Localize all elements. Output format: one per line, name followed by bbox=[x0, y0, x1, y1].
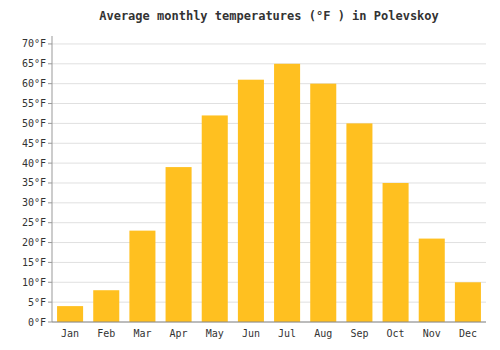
x-tick-label: Jun bbox=[242, 328, 260, 339]
y-axis: 0°F 5°F 10°F 15°F 20°F 25°F 30°F 35°F 40°F 45°F 50… bbox=[22, 36, 52, 328]
x-tick-label: Oct bbox=[387, 328, 405, 339]
grid-line bbox=[52, 202, 486, 203]
grid-line bbox=[52, 163, 486, 164]
y-tick-label: 30°F bbox=[22, 197, 46, 208]
x-axis-line bbox=[52, 322, 486, 323]
y-tick bbox=[48, 83, 52, 84]
y-axis-line bbox=[52, 36, 53, 322]
bar bbox=[383, 183, 409, 322]
x-axis: Jan Feb Mar Apr May Jun Jul Aug Sep Oct Nov Dec bbox=[52, 322, 486, 339]
y-tick-label: 20°F bbox=[22, 237, 46, 248]
y-tick bbox=[48, 202, 52, 203]
x-tick-label: Feb bbox=[97, 328, 115, 339]
x-tick-label: Apr bbox=[170, 328, 188, 339]
y-tick bbox=[48, 63, 52, 64]
grid-line bbox=[52, 43, 486, 44]
bar bbox=[274, 64, 300, 322]
y-tick-label: 35°F bbox=[22, 177, 46, 188]
bar bbox=[238, 80, 264, 322]
grid-line bbox=[52, 222, 486, 223]
y-tick bbox=[48, 322, 52, 323]
x-tick-label: Aug bbox=[314, 328, 332, 339]
grid-line bbox=[52, 63, 486, 64]
grid-line bbox=[52, 123, 486, 124]
bar bbox=[419, 239, 445, 322]
x-tick-label: Jul bbox=[278, 328, 296, 339]
grid-line bbox=[52, 83, 486, 84]
y-tick-label: 55°F bbox=[22, 98, 46, 109]
y-tick bbox=[48, 143, 52, 144]
y-tick bbox=[48, 163, 52, 164]
y-tick bbox=[48, 43, 52, 44]
grid-line bbox=[52, 182, 486, 183]
bar bbox=[93, 290, 119, 322]
y-tick bbox=[48, 242, 52, 243]
chart: Average monthly temperatures (°F ) in Po… bbox=[0, 0, 500, 350]
x-tick-label: Nov bbox=[423, 328, 441, 339]
y-tick bbox=[48, 182, 52, 183]
y-tick-label: 65°F bbox=[22, 58, 46, 69]
x-tick-label: Jan bbox=[61, 328, 79, 339]
grid-line bbox=[52, 143, 486, 144]
x-tick-label: Mar bbox=[133, 328, 151, 339]
y-tick bbox=[48, 302, 52, 303]
grid-line bbox=[52, 322, 486, 323]
grid-line bbox=[52, 103, 486, 104]
y-tick-label: 5°F bbox=[28, 297, 46, 308]
bar bbox=[57, 306, 83, 322]
y-tick-label: 40°F bbox=[22, 158, 46, 169]
y-tick-label: 10°F bbox=[22, 277, 46, 288]
x-tick-label: Dec bbox=[459, 328, 477, 339]
bar bbox=[455, 282, 481, 322]
x-tick-label: May bbox=[206, 328, 224, 339]
chart-container: Average monthly temperatures (°F ) in Po… bbox=[0, 0, 500, 350]
y-tick bbox=[48, 262, 52, 263]
bar bbox=[166, 167, 192, 322]
bar bbox=[310, 84, 336, 322]
y-tick bbox=[48, 222, 52, 223]
title: Average monthly temperatures (°F ) in Po… bbox=[99, 9, 439, 23]
y-tick-label: 25°F bbox=[22, 217, 46, 228]
x-tick-label: Sep bbox=[350, 328, 368, 339]
y-tick bbox=[48, 282, 52, 283]
grid bbox=[52, 44, 486, 322]
bar bbox=[129, 231, 155, 322]
bar bbox=[202, 115, 228, 322]
y-tick-label: 15°F bbox=[22, 257, 46, 268]
bar bbox=[346, 123, 372, 322]
y-tick-label: 70°F bbox=[22, 38, 46, 49]
y-tick bbox=[48, 103, 52, 104]
bars bbox=[57, 64, 481, 322]
y-tick-label: 50°F bbox=[22, 118, 46, 129]
y-tick-label: 0°F bbox=[28, 317, 46, 328]
y-tick-label: 45°F bbox=[22, 138, 46, 149]
y-tick-label: 60°F bbox=[22, 78, 46, 89]
y-tick bbox=[48, 123, 52, 124]
